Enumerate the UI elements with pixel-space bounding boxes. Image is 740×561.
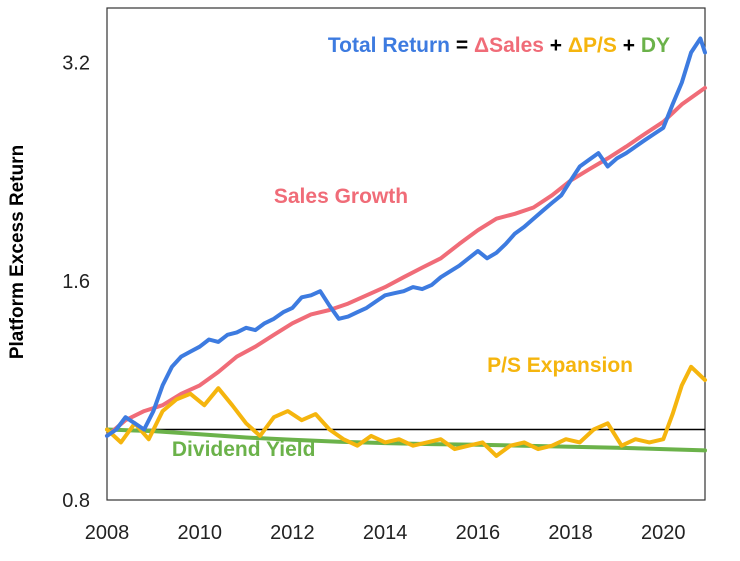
x-tick-label: 2008	[85, 522, 130, 544]
x-tick-label: 2018	[548, 522, 593, 544]
series-line-total-return	[105, 36, 707, 438]
title-plus: +	[550, 34, 568, 57]
series-layer	[105, 36, 707, 458]
title-total-return: Total Return	[328, 34, 450, 57]
x-tick-label: 2020	[641, 522, 686, 544]
x-tick-label: 2012	[270, 522, 315, 544]
x-tick-label: 2016	[456, 522, 501, 544]
y-tick-label: 3.2	[62, 52, 90, 74]
title-dy: DY	[641, 34, 670, 57]
plot-frame	[106, 7, 706, 501]
series-line-p-s-expansion	[105, 364, 707, 458]
title-plus: +	[623, 34, 641, 57]
annotation-ps-expansion: P/S Expansion	[487, 354, 633, 377]
title-delta-ps: ΔP/S	[568, 34, 617, 57]
y-tick-label: 1.6	[62, 271, 90, 293]
series-line-sales-growth	[105, 85, 707, 438]
chart-title: Total Return = ΔSales + ΔP/S + DY	[328, 34, 670, 57]
annotation-sales-growth: Sales Growth	[274, 185, 408, 208]
x-tick-label: 2010	[177, 522, 222, 544]
y-axis-label: Platform Excess Return	[7, 145, 28, 359]
annotation-dividend-yield: Dividend Yield	[172, 438, 316, 461]
y-tick-label: 0.8	[62, 490, 90, 512]
x-tick-label: 2014	[363, 522, 408, 544]
title-equals: =	[456, 34, 474, 57]
title-delta-sales: ΔSales	[474, 34, 544, 57]
